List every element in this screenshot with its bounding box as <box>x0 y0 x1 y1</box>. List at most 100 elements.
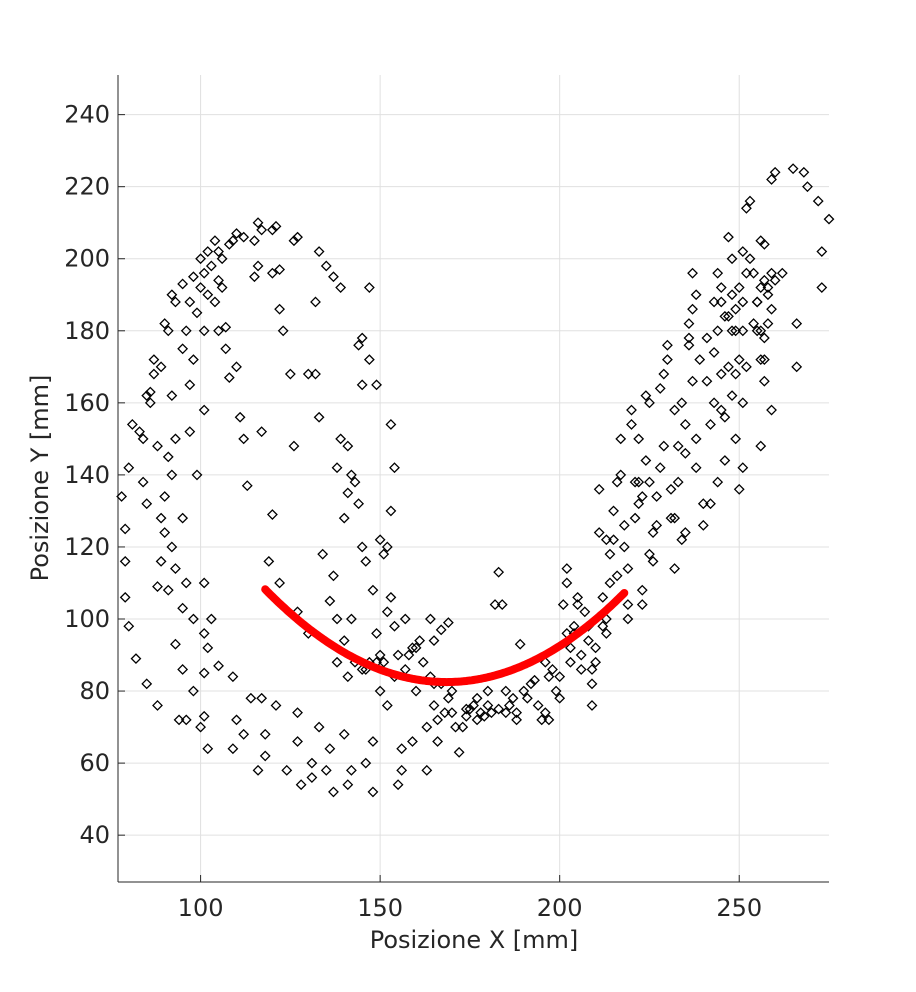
data-point <box>626 404 637 416</box>
data-point <box>737 462 749 474</box>
data-point <box>270 700 282 711</box>
data-point <box>446 685 458 697</box>
x-tick-label: 150 <box>357 894 403 922</box>
data-point <box>162 451 174 463</box>
data-point <box>755 440 767 452</box>
data-point <box>295 779 307 791</box>
data-point <box>489 599 501 611</box>
data-point <box>374 534 386 546</box>
y-tick-label: 140 <box>64 461 110 489</box>
data-point <box>726 325 738 337</box>
data-point <box>170 433 181 445</box>
data-point <box>460 703 472 715</box>
data-point <box>687 303 698 315</box>
data-point <box>618 519 630 531</box>
data-point <box>292 707 303 719</box>
data-point <box>123 620 135 632</box>
data-point <box>791 361 803 373</box>
data-point <box>744 195 756 207</box>
data-point <box>385 505 397 517</box>
y-tick-label: 100 <box>64 605 110 633</box>
data-point <box>249 235 260 247</box>
data-point <box>676 397 688 409</box>
data-point <box>195 721 207 733</box>
data-point <box>629 476 641 488</box>
data-point <box>493 703 505 715</box>
data-point <box>672 476 684 488</box>
data-point <box>338 728 350 740</box>
data-point <box>335 282 347 293</box>
data-point <box>374 649 386 661</box>
data-point <box>328 570 339 582</box>
data-point <box>191 469 203 481</box>
data-point <box>766 303 777 315</box>
data-point <box>640 390 652 402</box>
data-point <box>816 246 828 257</box>
data-point <box>371 379 382 391</box>
data-point <box>471 714 483 726</box>
data-point <box>665 483 677 495</box>
data-point <box>561 577 573 589</box>
data-point <box>658 440 670 452</box>
data-point <box>381 606 393 618</box>
data-point <box>137 476 149 488</box>
data-point <box>590 656 602 668</box>
data-point <box>715 296 727 308</box>
data-point <box>288 235 300 247</box>
data-point <box>277 325 289 337</box>
data-point <box>421 721 433 733</box>
data-point <box>446 707 458 719</box>
data-point <box>744 253 756 265</box>
data-point <box>647 527 659 538</box>
data-point <box>302 368 314 380</box>
data-point <box>733 282 745 293</box>
data-point <box>626 419 637 430</box>
data-point <box>755 282 767 293</box>
data-point <box>669 404 681 416</box>
data-point <box>633 433 645 445</box>
data-point <box>141 390 153 402</box>
grid-lines <box>118 75 829 882</box>
data-point <box>669 563 681 574</box>
data-point <box>766 267 777 279</box>
data-point <box>238 433 250 445</box>
data-point <box>705 419 716 430</box>
data-point <box>306 772 318 783</box>
data-point <box>579 606 591 618</box>
data-point <box>597 620 609 632</box>
data-point <box>116 491 128 502</box>
data-point <box>755 354 767 366</box>
data-point <box>658 368 670 380</box>
data-point <box>733 483 745 495</box>
data-point <box>575 649 587 661</box>
data-point <box>177 664 189 675</box>
data-point <box>694 354 706 366</box>
data-point <box>769 166 781 178</box>
data-point <box>561 563 573 574</box>
data-point <box>292 231 303 243</box>
data-point <box>640 455 652 466</box>
data-point <box>231 714 242 726</box>
data-point <box>266 267 278 279</box>
data-point <box>611 570 623 582</box>
data-point <box>202 743 214 755</box>
data-point <box>141 678 153 690</box>
y-tick-label: 80 <box>79 677 110 705</box>
data-point <box>392 649 404 661</box>
data-point <box>213 660 224 672</box>
data-point <box>762 289 774 301</box>
data-point <box>371 627 382 639</box>
data-point <box>238 231 250 243</box>
data-point <box>170 563 181 574</box>
data-point <box>184 426 196 438</box>
data-point <box>274 577 286 589</box>
data-point <box>730 368 742 380</box>
data-point <box>468 700 479 711</box>
data-point <box>367 584 379 596</box>
data-point <box>726 289 738 301</box>
data-point <box>345 764 357 776</box>
data-point <box>424 613 436 625</box>
data-point <box>180 577 192 589</box>
data-point <box>590 642 602 654</box>
data-point <box>723 231 734 243</box>
